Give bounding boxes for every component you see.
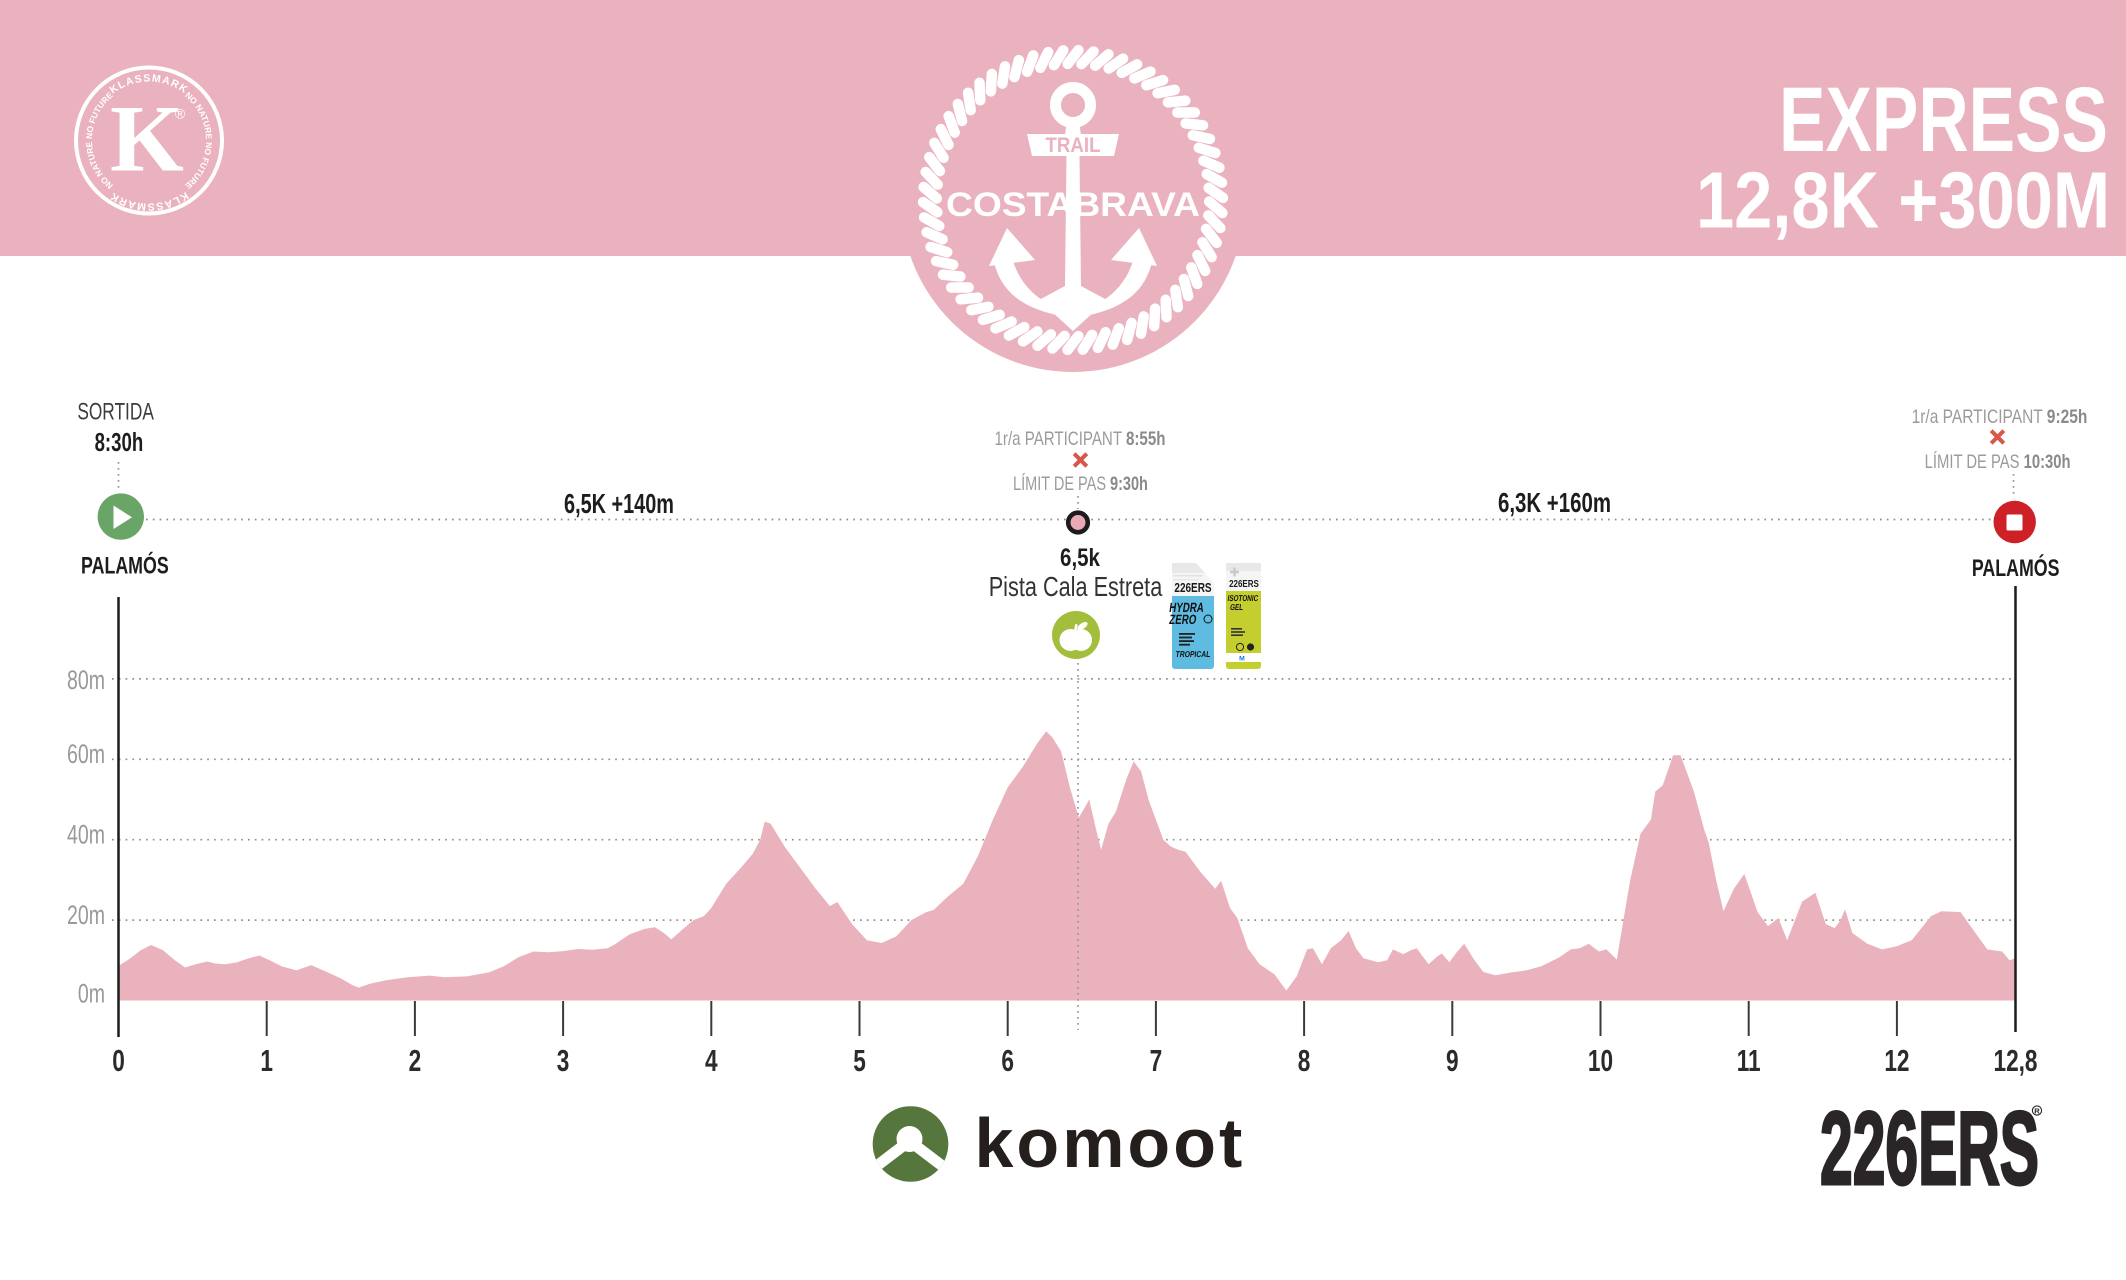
svg-text:LÍMIT DE PAS 9:30h: LÍMIT DE PAS 9:30h: [1013, 473, 1148, 494]
svg-text:TRAIL: TRAIL: [1046, 133, 1101, 157]
svg-text:K: K: [110, 86, 184, 192]
svg-text:SORTIDA: SORTIDA: [77, 399, 154, 425]
svg-text:PALAMÓS: PALAMÓS: [81, 552, 169, 579]
svg-text:12: 12: [1884, 1042, 1909, 1077]
svg-text:226ERS: 226ERS: [1229, 578, 1259, 589]
svg-text:0m: 0m: [78, 978, 105, 1008]
svg-text:6,5k: 6,5k: [1060, 543, 1100, 571]
svg-text:11: 11: [1737, 1042, 1761, 1077]
svg-text:4: 4: [705, 1042, 718, 1077]
svg-text:12,8K +300M: 12,8K +300M: [1696, 156, 2110, 245]
svg-text:6: 6: [1001, 1042, 1014, 1077]
svg-text:8:30h: 8:30h: [95, 428, 144, 457]
svg-text:7: 7: [1150, 1042, 1163, 1077]
svg-text:2: 2: [409, 1042, 422, 1077]
svg-text:komoot: komoot: [975, 1104, 1246, 1182]
svg-text:12,8: 12,8: [1993, 1042, 2037, 1077]
svg-text:1: 1: [260, 1042, 273, 1077]
svg-text:226ERS: 226ERS: [1820, 1091, 2039, 1207]
svg-text:HYDRA: HYDRA: [1168, 599, 1205, 615]
svg-text:10: 10: [1588, 1042, 1613, 1077]
svg-text:40m: 40m: [67, 819, 105, 849]
svg-text:9: 9: [1446, 1042, 1459, 1077]
svg-text:LÍMIT DE PAS 10:30h: LÍMIT DE PAS 10:30h: [1925, 451, 2071, 472]
svg-text:EXPRESS: EXPRESS: [1779, 69, 2108, 171]
svg-text:0: 0: [112, 1042, 125, 1077]
svg-text:20m: 20m: [67, 900, 105, 930]
svg-text:1r/a PARTICIPANT 8:55h: 1r/a PARTICIPANT 8:55h: [995, 427, 1166, 449]
svg-text:R: R: [2034, 1107, 2040, 1116]
svg-text:®: ®: [175, 106, 186, 122]
svg-text:6,5K +140m: 6,5K +140m: [564, 489, 674, 520]
svg-text:5: 5: [853, 1042, 866, 1077]
svg-text:ISOTONIC: ISOTONIC: [1227, 593, 1260, 603]
svg-text:226ERS: 226ERS: [1174, 582, 1212, 595]
svg-text:PALAMÓS: PALAMÓS: [1972, 554, 2060, 581]
svg-text:3: 3: [557, 1042, 570, 1077]
svg-text:TROPICAL: TROPICAL: [1175, 649, 1211, 659]
svg-text:M: M: [1239, 656, 1245, 663]
svg-text:1r/a PARTICIPANT 9:25h: 1r/a PARTICIPANT 9:25h: [1912, 405, 2088, 427]
svg-text:ZERO: ZERO: [1168, 611, 1197, 627]
svg-text:COSTABRAVA: COSTABRAVA: [946, 186, 1200, 224]
svg-text:8: 8: [1298, 1042, 1311, 1077]
svg-text:GEL: GEL: [1229, 602, 1244, 612]
svg-text:6,3K +160m: 6,3K +160m: [1498, 488, 1611, 519]
svg-text:Pista Cala Estreta: Pista Cala Estreta: [989, 571, 1163, 602]
svg-text:60m: 60m: [67, 739, 105, 769]
svg-text:80m: 80m: [67, 665, 105, 695]
